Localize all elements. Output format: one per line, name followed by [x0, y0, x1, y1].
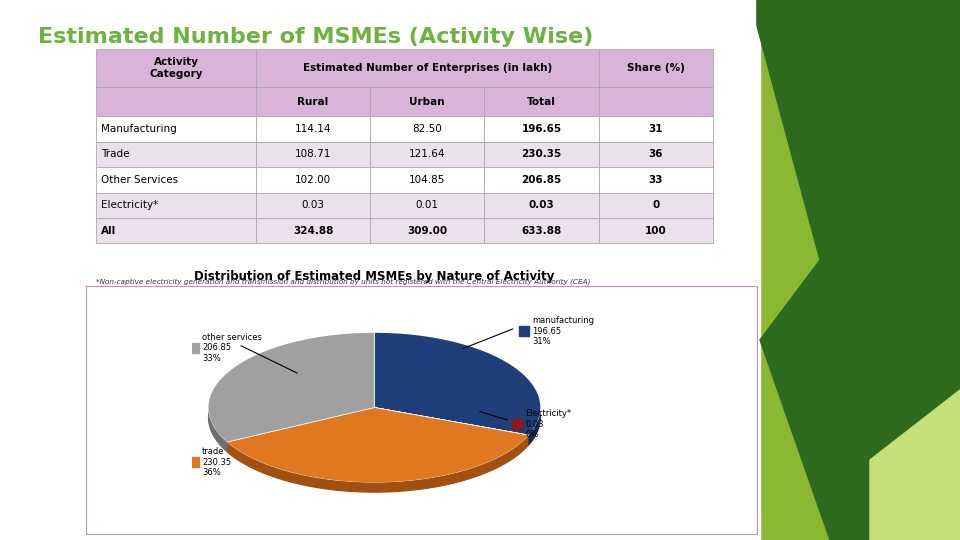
Polygon shape [374, 333, 540, 435]
Text: Total: Total [527, 97, 556, 107]
FancyBboxPatch shape [371, 87, 485, 116]
FancyBboxPatch shape [256, 192, 371, 218]
FancyBboxPatch shape [485, 87, 599, 116]
Bar [189, 457, 199, 467]
Text: 31: 31 [649, 124, 663, 134]
FancyBboxPatch shape [599, 167, 713, 192]
Text: Activity
Category: Activity Category [149, 57, 203, 79]
FancyBboxPatch shape [256, 116, 371, 141]
FancyBboxPatch shape [485, 116, 599, 141]
Polygon shape [374, 343, 540, 445]
FancyBboxPatch shape [96, 116, 256, 141]
FancyBboxPatch shape [599, 192, 713, 218]
Text: Share (%): Share (%) [627, 63, 684, 73]
FancyBboxPatch shape [96, 167, 256, 192]
FancyBboxPatch shape [256, 167, 371, 192]
Polygon shape [208, 333, 374, 442]
Text: 196.65: 196.65 [521, 124, 562, 134]
FancyBboxPatch shape [371, 218, 485, 244]
Polygon shape [208, 333, 374, 442]
Text: 121.64: 121.64 [409, 150, 445, 159]
Polygon shape [0, 0, 755, 540]
Text: 36: 36 [649, 150, 663, 159]
FancyBboxPatch shape [256, 49, 599, 87]
FancyBboxPatch shape [485, 167, 599, 192]
Text: 0.03: 0.03 [301, 200, 324, 210]
FancyBboxPatch shape [485, 141, 599, 167]
Text: Manufacturing: Manufacturing [101, 124, 177, 134]
Text: 0.03: 0.03 [529, 200, 555, 210]
Polygon shape [208, 333, 374, 452]
Polygon shape [374, 333, 540, 435]
Bar [518, 326, 529, 336]
FancyBboxPatch shape [96, 192, 256, 218]
Text: 108.71: 108.71 [295, 150, 331, 159]
FancyBboxPatch shape [485, 192, 599, 218]
FancyBboxPatch shape [96, 87, 256, 116]
Text: 633.88: 633.88 [521, 226, 562, 235]
Text: manufacturing
196.65
31%: manufacturing 196.65 31% [532, 316, 594, 346]
Text: Urban: Urban [410, 97, 445, 107]
FancyBboxPatch shape [599, 49, 713, 87]
FancyBboxPatch shape [96, 141, 256, 167]
Text: Rural: Rural [298, 97, 328, 107]
FancyBboxPatch shape [599, 116, 713, 141]
FancyBboxPatch shape [371, 141, 485, 167]
Polygon shape [228, 417, 528, 492]
FancyBboxPatch shape [599, 218, 713, 244]
FancyBboxPatch shape [256, 87, 371, 116]
Text: Estimated Number of MSMEs (Activity Wise): Estimated Number of MSMEs (Activity Wise… [38, 27, 594, 47]
Text: Electricity*
0.03
0%: Electricity* 0.03 0% [525, 409, 571, 439]
Text: 0: 0 [652, 200, 660, 210]
Text: All: All [101, 226, 116, 235]
Polygon shape [228, 408, 528, 482]
Text: 100: 100 [645, 226, 666, 235]
Title: Distribution of Estimated MSMEs by Nature of Activity: Distribution of Estimated MSMEs by Natur… [194, 271, 555, 284]
Text: Trade: Trade [101, 150, 130, 159]
FancyBboxPatch shape [96, 49, 256, 87]
Text: 230.35: 230.35 [521, 150, 562, 159]
Text: 104.85: 104.85 [409, 175, 445, 185]
Polygon shape [208, 343, 374, 452]
Bar [512, 419, 522, 429]
Bar [189, 343, 199, 353]
Polygon shape [0, 0, 760, 540]
FancyBboxPatch shape [256, 141, 371, 167]
Text: Other Services: Other Services [101, 175, 179, 185]
Text: 33: 33 [649, 175, 663, 185]
Text: 0.01: 0.01 [416, 200, 439, 210]
Polygon shape [374, 417, 529, 445]
Text: 82.50: 82.50 [413, 124, 443, 134]
FancyBboxPatch shape [371, 116, 485, 141]
Polygon shape [228, 435, 528, 482]
Text: Electricity*: Electricity* [101, 200, 158, 210]
Text: 114.14: 114.14 [295, 124, 331, 134]
Text: *Non-captive electricity generation and transmission and distribution by units n: *Non-captive electricity generation and … [96, 278, 590, 285]
Text: Estimated Number of Enterprises (in lakh): Estimated Number of Enterprises (in lakh… [302, 63, 552, 73]
FancyBboxPatch shape [371, 167, 485, 192]
Text: 309.00: 309.00 [407, 226, 447, 235]
Polygon shape [870, 390, 960, 540]
Text: 102.00: 102.00 [295, 175, 331, 185]
FancyBboxPatch shape [256, 218, 371, 244]
FancyBboxPatch shape [96, 218, 256, 244]
FancyBboxPatch shape [485, 218, 599, 244]
FancyBboxPatch shape [599, 141, 713, 167]
Polygon shape [228, 435, 528, 492]
Text: 206.85: 206.85 [521, 175, 562, 185]
Text: trade
230.35
36%: trade 230.35 36% [202, 447, 231, 477]
Polygon shape [750, 0, 960, 540]
Polygon shape [374, 408, 529, 435]
Text: other services
206.85
33%: other services 206.85 33% [202, 333, 262, 363]
FancyBboxPatch shape [599, 87, 713, 116]
Polygon shape [374, 333, 540, 445]
FancyBboxPatch shape [371, 192, 485, 218]
Text: 324.88: 324.88 [293, 226, 333, 235]
